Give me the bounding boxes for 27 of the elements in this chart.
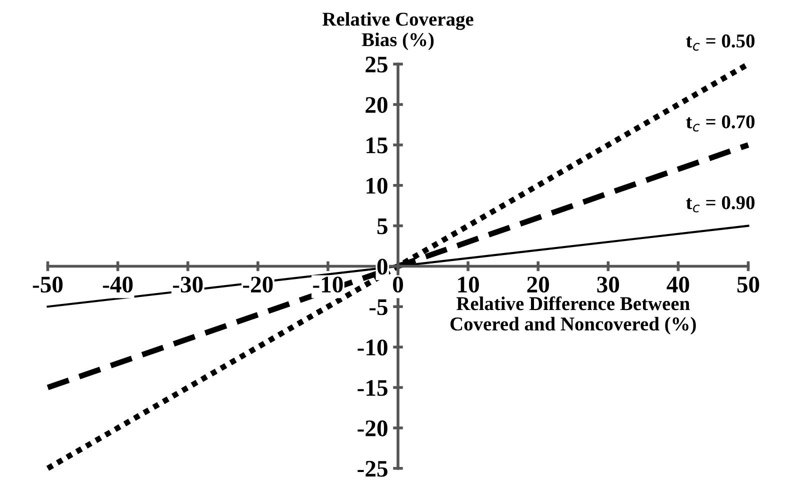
y-tick-label: 0: [377, 258, 388, 275]
series-label: t$_{c}$ = 0.90: [686, 196, 755, 212]
series-label: t$_{c}$ = 0.70: [686, 115, 755, 132]
y-tick-label: 15: [366, 138, 388, 154]
y-tick-label: 10: [366, 178, 388, 194]
x-tick-label: 30: [597, 276, 620, 293]
x-axis-title: Relative Difference Between Covered and Noncovered (%): [450, 296, 696, 335]
x-tick-label: 50: [737, 276, 760, 293]
y-tick-label: 5: [377, 218, 388, 234]
y-tick-label: -10: [358, 340, 388, 356]
y-tick-label: -15: [358, 380, 388, 396]
y-tick-label: 25: [366, 56, 388, 73]
y-tick-label: -5: [369, 299, 388, 316]
x-tick-label: 0: [392, 276, 404, 293]
x-tick-label: 40: [666, 276, 690, 293]
x-tick-label: 20: [527, 276, 549, 293]
x-tick-label: -10: [313, 276, 343, 293]
x-tick-label: -30: [172, 276, 203, 293]
y-tick-label: 20: [366, 97, 388, 113]
x-tick-label: -20: [243, 276, 273, 293]
y-axis-title: Relative Coverage Bias (%): [322, 12, 474, 50]
y-tick-label: -20: [358, 420, 388, 436]
series-label: t$_{c}$ = 0.50: [686, 34, 755, 51]
y-tick-label: -25: [358, 460, 388, 477]
x-tick-label: -40: [102, 276, 133, 293]
x-tick-label: -50: [32, 276, 63, 293]
x-tick-label: 10: [458, 276, 479, 293]
